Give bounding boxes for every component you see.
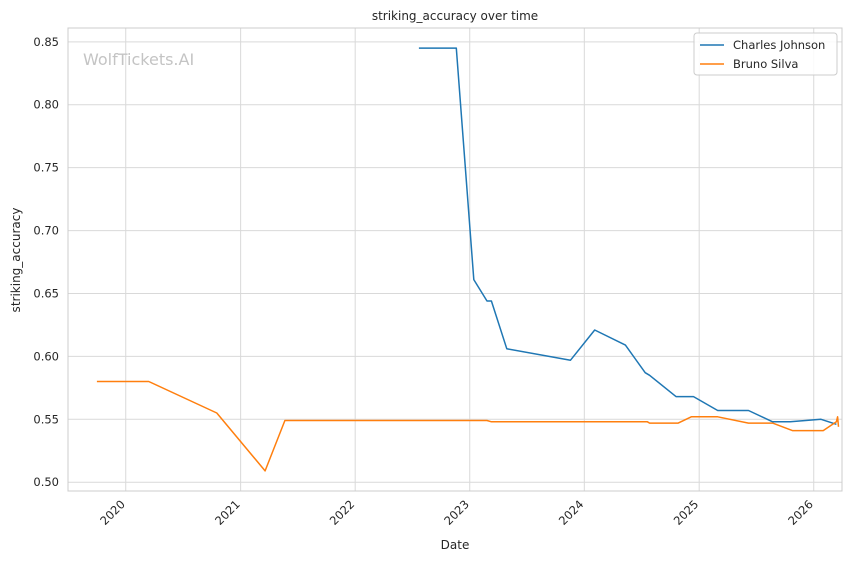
y-tick-label: 0.60: [33, 349, 59, 363]
series-line-0: [418, 47, 837, 426]
legend-label: Bruno Silva: [733, 57, 798, 71]
y-tick-label: 0.65: [33, 286, 59, 300]
y-tick-label: 0.80: [33, 98, 59, 112]
legend-box: [693, 32, 838, 76]
y-tick-label: 0.75: [33, 161, 59, 175]
x-axis-title: Date: [441, 538, 470, 552]
chart-title: striking_accuracy over time: [372, 9, 538, 23]
legend-label: Charles Johnson: [733, 38, 825, 52]
y-tick-label: 0.70: [33, 224, 59, 238]
y-axis-title: striking_accuracy: [9, 208, 23, 313]
legend: Charles Johnson Bruno Silva: [693, 32, 838, 76]
y-axis: 0.50 0.55 0.60 0.65 0.70 0.75 0.80 0.85: [33, 35, 59, 489]
series-line-1: [96, 380, 840, 472]
y-tick-label: 0.55: [33, 412, 59, 426]
series-lines: [96, 47, 840, 472]
y-tick-label: 0.85: [33, 35, 59, 49]
plot-frame: [67, 27, 843, 492]
watermark: WolfTickets.AI: [83, 50, 194, 69]
y-tick-label: 0.50: [33, 475, 59, 489]
grid: [68, 28, 842, 491]
